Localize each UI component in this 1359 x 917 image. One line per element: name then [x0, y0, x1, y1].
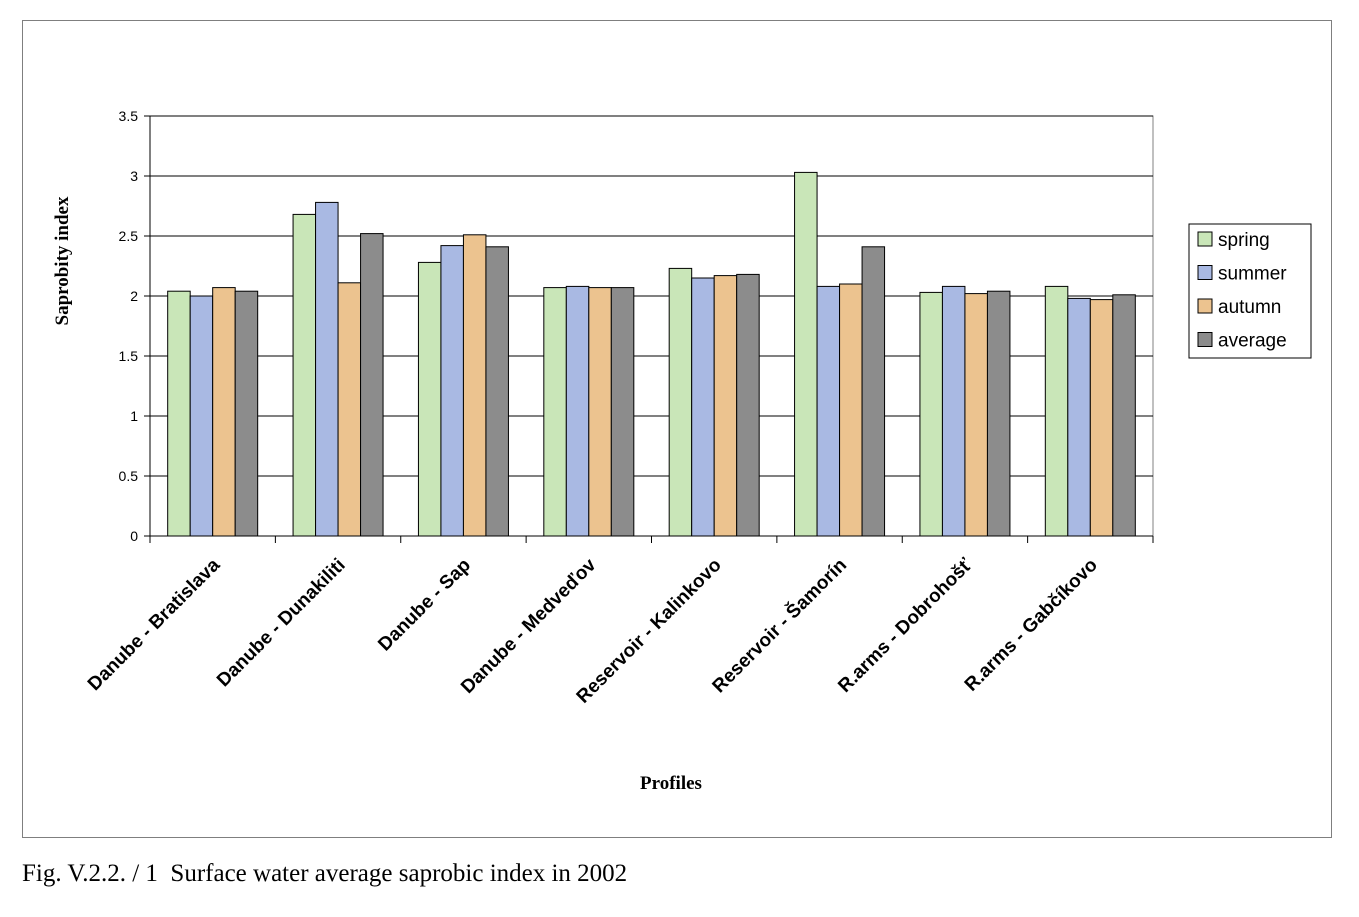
bar-average: [234, 290, 259, 537]
bar-summer: [440, 245, 464, 537]
legend-label-autumn: autumn: [1218, 297, 1281, 318]
bar-average: [485, 246, 509, 537]
bar-autumn: [588, 287, 612, 537]
bar-average: [610, 287, 635, 537]
x-tick-label: R.arms - Gabčíkovo: [961, 555, 1102, 696]
bar-autumn: [462, 234, 487, 537]
y-tick-label: 3: [130, 168, 138, 184]
bar-average: [360, 233, 384, 537]
x-tick-label: Reservoir - Kalinkovo: [573, 555, 726, 708]
legend-swatch-autumn: [1197, 298, 1213, 314]
bar-summer: [691, 277, 715, 537]
bar-autumn: [1089, 299, 1114, 537]
bar-spring: [794, 171, 818, 537]
bar-average: [861, 246, 886, 537]
bar-spring: [543, 287, 567, 537]
y-tick-label: 0: [130, 528, 138, 544]
legend: spring summer autumn average: [1188, 223, 1312, 359]
x-tick-label: Danube - Bratislava: [84, 554, 225, 695]
bar-summer: [941, 285, 966, 537]
y-axis-title: Saprobity index: [52, 196, 73, 325]
chart-frame: 0 0.5 1 1.5 2 2.5 3 3.5 Danube - Bratislava Danu…: [22, 20, 1332, 838]
bar-average: [986, 290, 1011, 537]
bar-average: [736, 273, 760, 537]
axes: [144, 115, 1154, 543]
bar-autumn: [212, 287, 236, 537]
bar-spring: [167, 290, 191, 537]
legend-swatch-average: [1197, 332, 1213, 347]
bar-summer: [315, 201, 339, 537]
bar-autumn: [713, 275, 738, 537]
legend-label-summer: summer: [1218, 264, 1287, 285]
bar-spring: [292, 213, 317, 537]
bar-spring: [919, 291, 943, 537]
bar-summer: [1067, 297, 1091, 537]
bar-chart: 00.511.522.533.5 Danube - BratislavaDanu…: [52, 108, 1312, 794]
bar-summer: [816, 285, 841, 537]
x-tick-label: R.arms - Dobrohošť: [834, 554, 977, 697]
legend-label-average: average: [1218, 331, 1287, 352]
bar-summer: [565, 285, 590, 537]
y-tick-label: 2: [130, 288, 138, 304]
y-tick-label: 3.5: [119, 108, 139, 124]
bar-autumn: [839, 283, 863, 537]
x-tick-label: Reservoir - Šamorín: [708, 554, 851, 697]
y-tick-labels: 0 0.5 1 1.5 2 2.5 3 3.5: [119, 108, 139, 544]
legend-swatch-summer: [1197, 265, 1213, 280]
bar-average: [1112, 294, 1136, 537]
y-tick-label: 0.5: [119, 468, 139, 484]
x-tick-label: Danube - Medveďov: [457, 554, 601, 698]
legend-label-spring: spring: [1218, 230, 1270, 251]
x-tick-label: Danube - Dunakiliti: [213, 555, 350, 692]
legend-swatch-spring: [1197, 231, 1213, 247]
bar-autumn: [964, 293, 988, 537]
y-tick-label: 1: [130, 408, 138, 424]
y-tick-label: 1.5: [119, 348, 139, 364]
x-axis-title: Profiles: [640, 773, 702, 794]
figure-caption: Fig. V.2.2. / 1 Surface water average sa…: [22, 860, 628, 887]
bar-summer: [189, 295, 214, 537]
bar-spring: [1044, 285, 1069, 537]
x-tick-label: Danube - Sap: [374, 555, 475, 656]
bars: [167, 171, 1136, 537]
y-tick-label: 2.5: [119, 228, 139, 244]
bar-spring: [417, 261, 442, 537]
bar-spring: [668, 267, 693, 537]
bar-autumn: [337, 282, 362, 537]
